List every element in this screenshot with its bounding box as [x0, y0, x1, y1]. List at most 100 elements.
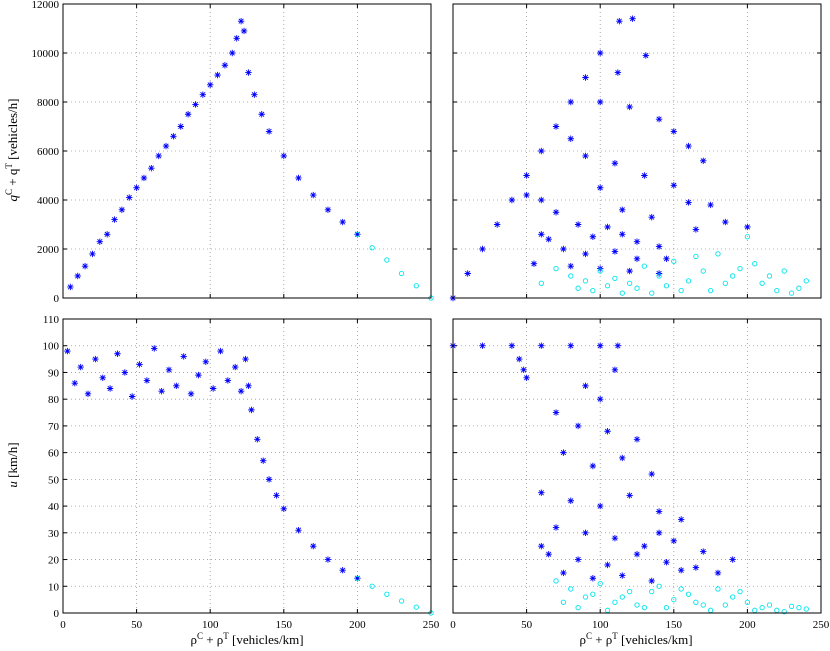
data-point: [173, 382, 180, 390]
data-point: [626, 492, 633, 499]
data-point: [111, 216, 118, 223]
x-tick-label: 50: [521, 619, 533, 631]
data-point: [612, 275, 618, 282]
data-point: [575, 285, 581, 291]
data-point: [192, 101, 199, 108]
data-point: [648, 577, 655, 585]
data-point: [251, 91, 258, 98]
data-point: [677, 567, 685, 574]
data-point: [590, 287, 596, 294]
data-point: [582, 594, 589, 600]
data-point: [656, 583, 662, 589]
data-point: [126, 194, 133, 201]
data-point: [545, 236, 552, 243]
y-tick-label: 12000: [32, 0, 60, 11]
data-point: [520, 366, 527, 373]
data-point: [774, 607, 780, 613]
data-point: [796, 285, 802, 291]
data-point: [96, 238, 103, 245]
data-point: [354, 231, 361, 237]
data-point: [493, 221, 501, 228]
data-point: [310, 191, 317, 199]
y-tick-label: 8000: [37, 97, 60, 109]
data-point: [258, 111, 265, 118]
data-point: [582, 529, 589, 537]
data-point: [568, 273, 574, 279]
y-tick-label: 40: [48, 501, 60, 513]
data-point: [729, 556, 736, 563]
data-point: [369, 583, 375, 589]
data-point: [655, 243, 663, 250]
data-point: [677, 516, 685, 523]
x-tick-label: 50: [131, 619, 143, 631]
data-point: [523, 374, 530, 381]
data-point: [567, 497, 574, 504]
data-point: [538, 231, 545, 238]
data-point: [295, 526, 302, 534]
data-point: [663, 559, 670, 566]
axes-frame: [452, 318, 822, 614]
y-tick-label: 0: [54, 293, 60, 305]
data-point: [781, 609, 787, 615]
data-point: [604, 223, 611, 231]
data-point: [626, 103, 633, 111]
y-tick-label: 110: [43, 314, 60, 326]
data-point: [611, 248, 619, 255]
data-point: [128, 393, 136, 400]
axes-frame: [62, 3, 432, 299]
data-point: [597, 49, 604, 57]
panel-bottom-left: 0 50 100 150 200 250 0 10 20 30 40 50 60 70 80 90 100 110: [43, 314, 440, 631]
data-point: [671, 258, 677, 264]
data-point: [619, 594, 625, 600]
data-point: [634, 602, 640, 608]
data-point: [516, 355, 523, 363]
data-point: [245, 69, 252, 76]
data-point: [730, 594, 736, 600]
data-point: [508, 342, 516, 349]
data-point: [614, 69, 622, 76]
panel-bottom-right: 0 50 100 150 200 250: [449, 318, 830, 631]
data-point: [538, 280, 544, 286]
data-point: [685, 142, 692, 150]
data-point: [254, 436, 261, 443]
panel-top-right: [449, 3, 822, 302]
data-point: [774, 287, 780, 294]
data-point: [663, 283, 670, 289]
axes-frame: [452, 3, 822, 299]
data-point: [538, 342, 545, 349]
data-point: [574, 221, 582, 228]
axes-frame: [62, 318, 432, 614]
data-point: [597, 502, 604, 510]
x-tick-label: 150: [666, 619, 683, 631]
y-tick-label: 10000: [32, 48, 60, 60]
data-point: [574, 422, 582, 430]
data-point: [560, 449, 567, 456]
data-point: [663, 605, 670, 611]
y-tick-label: 0: [54, 608, 60, 620]
data-point: [737, 265, 743, 272]
data-point: [121, 369, 129, 376]
y-tick-label: 50: [48, 474, 60, 486]
data-point: [781, 268, 787, 274]
data-point: [649, 290, 655, 296]
data-point: [626, 280, 633, 286]
data-point: [180, 353, 187, 360]
data-point: [560, 599, 567, 605]
data-point: [685, 278, 692, 284]
data-point: [616, 17, 623, 25]
data-point: [715, 586, 721, 592]
data-point: [633, 238, 641, 245]
data-point: [560, 245, 567, 253]
data-point: [184, 111, 192, 118]
data-point: [641, 605, 648, 611]
x-tick-label: 0: [60, 619, 66, 631]
data-point: [575, 605, 581, 611]
data-point: [685, 199, 692, 206]
data-point: [759, 280, 765, 286]
data-point: [280, 505, 287, 512]
data-point: [678, 586, 684, 592]
data-point: [604, 561, 611, 569]
data-point: [714, 569, 722, 577]
data-point: [221, 62, 229, 69]
data-point: [766, 602, 773, 608]
